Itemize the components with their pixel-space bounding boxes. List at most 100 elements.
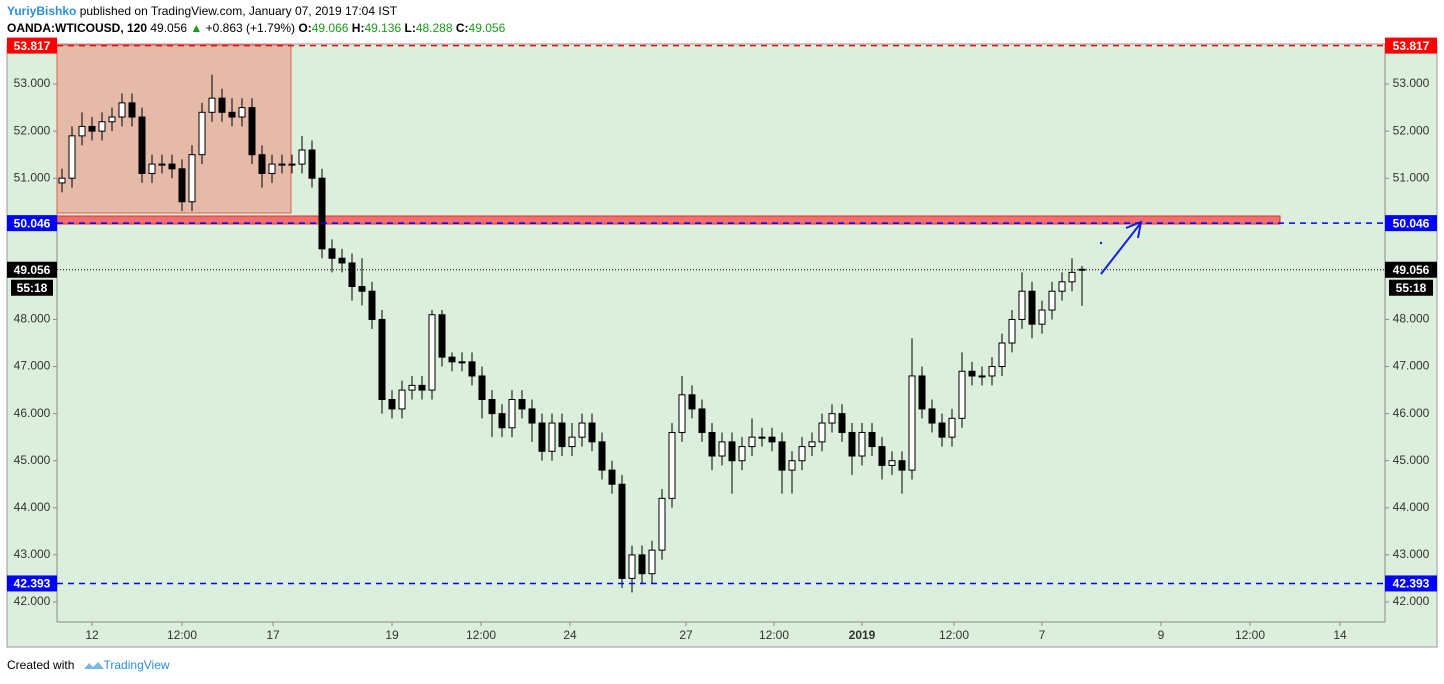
candle-body — [118, 102, 126, 118]
o-label: O: — [298, 21, 311, 35]
y-tick-label: 44.000 — [14, 500, 51, 514]
close: 49.056 — [469, 21, 506, 35]
countdown-bg — [11, 279, 53, 296]
candle-body — [358, 286, 366, 292]
candle-body — [238, 107, 246, 118]
x-tick-label: 17 — [266, 628, 280, 642]
candle-body — [598, 441, 606, 471]
x-tick-label: 12:00 — [466, 628, 496, 642]
brand-logo — [84, 662, 104, 669]
price-label: 53.817 — [1393, 39, 1430, 53]
candle-body — [1038, 309, 1046, 325]
candle-body — [1008, 318, 1016, 344]
candle-body — [968, 370, 976, 377]
candle-body — [1068, 271, 1076, 283]
arrow-head — [1125, 220, 1143, 239]
low: 48.288 — [416, 21, 453, 35]
x-tick-label: 27 — [679, 628, 693, 642]
y-tick-label: 53.000 — [1393, 76, 1430, 90]
countdown: 55:18 — [17, 281, 48, 295]
candle-body — [958, 370, 966, 419]
candle-body — [428, 314, 436, 391]
y-tick-label: 45.000 — [14, 453, 51, 467]
candle-body — [948, 417, 956, 438]
candle-body — [408, 384, 416, 391]
price-label: 49.056 — [14, 263, 51, 277]
c-label: C: — [456, 21, 469, 35]
candle-body — [338, 257, 346, 264]
candle-body — [628, 554, 636, 579]
open: 49.066 — [312, 21, 349, 35]
candle-body — [268, 163, 276, 175]
candle-body — [138, 116, 146, 175]
candle-body — [938, 422, 946, 438]
y-tick-label: 52.000 — [14, 123, 51, 137]
candle-body — [218, 97, 226, 113]
candle-body — [1078, 268, 1086, 271]
y-tick-label: 48.000 — [1393, 312, 1430, 326]
candle-body — [288, 163, 296, 166]
y-tick-label: 47.000 — [1393, 359, 1430, 373]
candle-body — [998, 342, 1006, 368]
candle-body — [568, 436, 576, 448]
price-label: 50.046 — [14, 216, 51, 230]
candle-body — [758, 436, 766, 439]
candle-body — [478, 375, 486, 401]
candle-body — [928, 408, 936, 424]
y-tick-label: 51.000 — [14, 170, 51, 184]
candle-body — [398, 389, 406, 410]
y-tick-label: 42.000 — [1393, 594, 1430, 608]
up-arrow: ▲ — [190, 21, 202, 35]
candle-body — [198, 111, 206, 156]
candle-body — [318, 177, 326, 250]
price-label: 42.393 — [1393, 577, 1430, 591]
candle-body — [558, 422, 566, 448]
x-tick-label: 2019 — [849, 628, 876, 642]
candle-body — [778, 441, 786, 471]
candle-body — [728, 441, 736, 462]
candle-body — [458, 361, 466, 364]
y-tick-label: 48.000 — [14, 312, 51, 326]
author[interactable]: YuriyBishko — [7, 4, 76, 18]
candle-body — [508, 399, 516, 429]
candle-body — [688, 394, 696, 410]
candle-body — [848, 431, 856, 457]
candle-body — [168, 163, 176, 170]
candle-body — [378, 318, 386, 401]
candle-body — [388, 399, 396, 410]
y-tick-label: 52.000 — [1393, 123, 1430, 137]
y-tick-label: 47.000 — [14, 359, 51, 373]
y-tick-label: 43.000 — [1393, 547, 1430, 561]
candle-body — [328, 248, 336, 259]
candle-body — [658, 497, 666, 551]
candle-body — [668, 431, 676, 499]
candle-body — [148, 163, 156, 175]
candle-body — [678, 394, 686, 433]
candle-body — [738, 446, 746, 462]
candle-body — [368, 290, 376, 320]
price-label: 49.056 — [1393, 263, 1430, 277]
candle-body — [608, 469, 616, 485]
brand[interactable]: TradingView — [104, 658, 170, 672]
dot — [1099, 241, 1103, 245]
candle-body — [708, 431, 716, 457]
candle-body — [228, 111, 236, 118]
candle-body — [918, 375, 926, 410]
candle-body — [698, 408, 706, 433]
candle-body — [1028, 290, 1036, 325]
candle-body — [978, 375, 986, 378]
candle-body — [538, 422, 546, 452]
l-label: L: — [405, 21, 416, 35]
candle-body — [638, 554, 646, 575]
candle-body — [618, 483, 626, 579]
h-label: H: — [352, 21, 365, 35]
plot — [58, 74, 1086, 593]
price-label-bg — [7, 37, 57, 54]
y-tick-label: 53.000 — [14, 76, 51, 90]
price-label-bg — [1385, 261, 1437, 278]
candle-body — [448, 356, 456, 363]
candle-body — [798, 446, 806, 462]
candle-body — [248, 107, 256, 156]
y-tick-label: 42.000 — [14, 594, 51, 608]
